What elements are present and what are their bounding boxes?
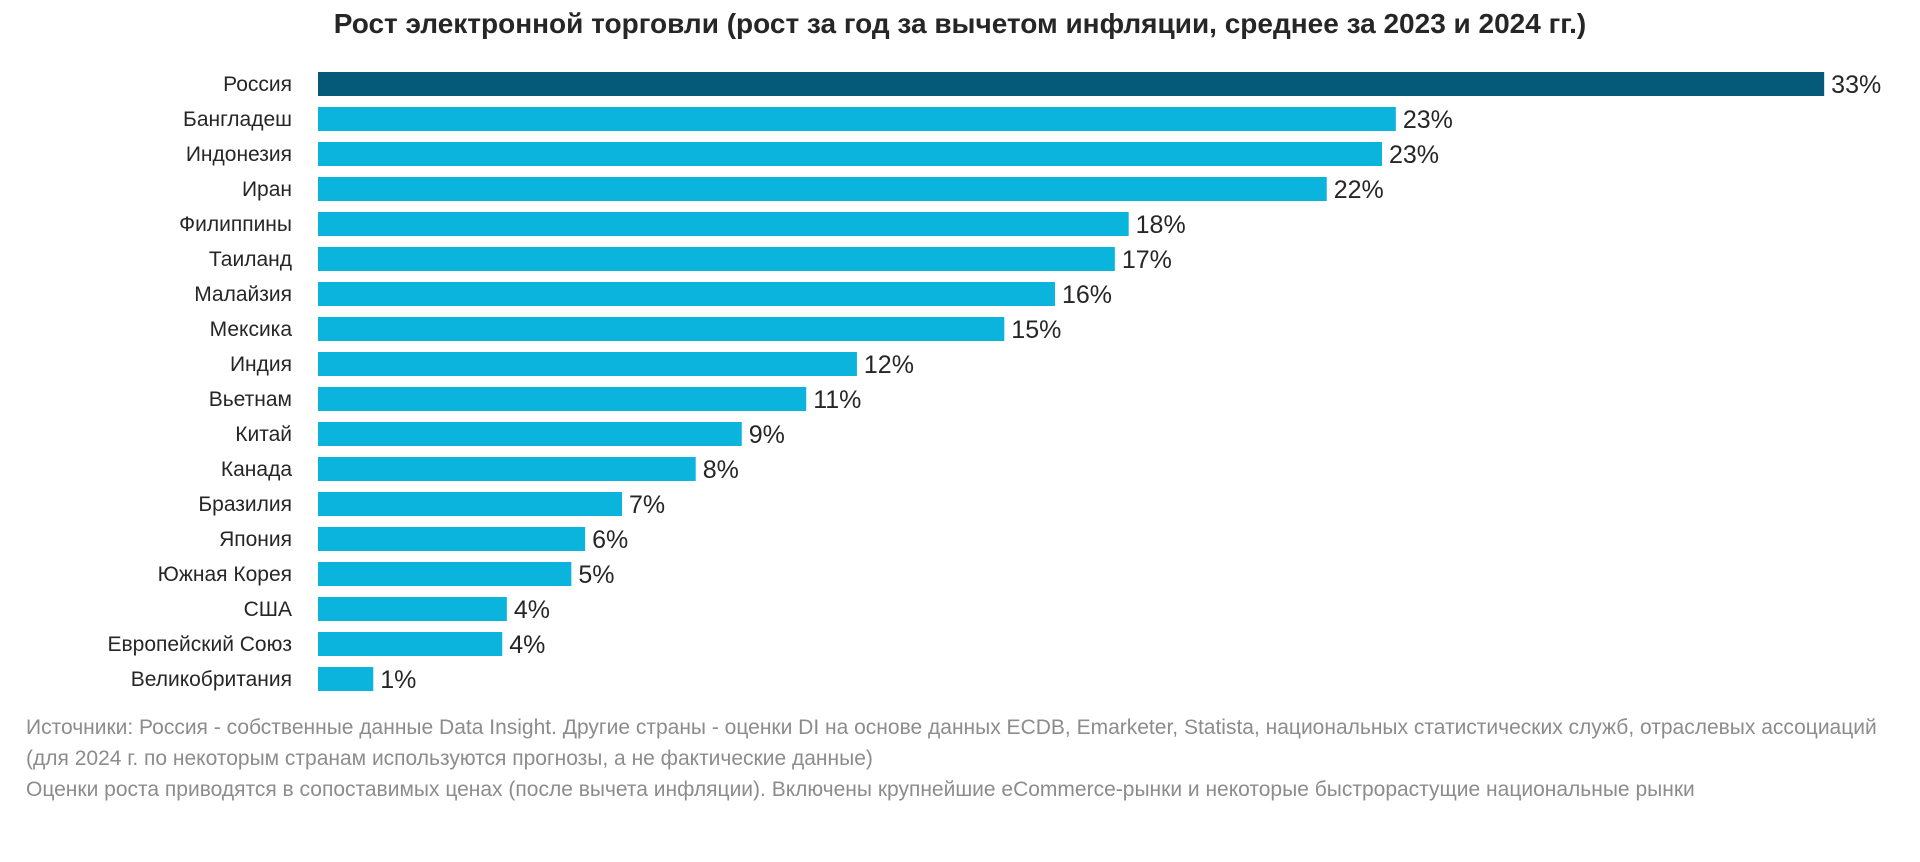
value-label: 5% <box>578 561 614 589</box>
value-label: 23% <box>1403 106 1453 134</box>
category-label: Филиппины <box>179 213 292 236</box>
bar <box>318 72 1825 96</box>
category-label: Таиланд <box>209 248 292 271</box>
category-label: Канада <box>221 458 292 481</box>
value-label: 7% <box>629 491 665 519</box>
source-notes: Источники: Россия - собственные данные D… <box>26 712 1896 805</box>
value-label: 12% <box>864 351 914 379</box>
category-label: Вьетнам <box>209 388 292 411</box>
value-label: 15% <box>1011 316 1061 344</box>
bar-chart: Россия 33% Бангладеш 23% Индонезия 23% Иран 22%… <box>107 71 1881 694</box>
category-label: Япония <box>219 528 292 551</box>
category-label: Малайзия <box>194 283 292 306</box>
bar <box>318 597 507 621</box>
category-label: Иран <box>242 178 292 201</box>
value-label: 4% <box>509 631 545 659</box>
value-label: 8% <box>703 456 739 484</box>
bar <box>318 492 622 516</box>
bar <box>318 457 696 481</box>
category-label: Индонезия <box>186 143 292 166</box>
source-note: Источники: Россия - собственные данные D… <box>26 716 1877 770</box>
category-label: Бангладеш <box>183 108 292 131</box>
category-label: Мексика <box>210 318 293 341</box>
category-label: Бразилия <box>198 493 292 516</box>
value-label: 22% <box>1334 176 1384 204</box>
bar <box>318 667 374 691</box>
bar <box>318 632 503 656</box>
value-label: 9% <box>749 421 785 449</box>
bar <box>318 527 586 551</box>
bar <box>318 562 572 586</box>
value-label: 4% <box>514 596 550 624</box>
bar <box>318 212 1129 236</box>
category-label: США <box>244 598 292 621</box>
value-label: 1% <box>380 666 416 694</box>
bar <box>318 422 742 446</box>
value-label: 16% <box>1062 281 1112 309</box>
value-label: 18% <box>1136 211 1186 239</box>
chart-title: Рост электронной торговли (рост за год з… <box>333 8 1587 39</box>
bar <box>318 247 1115 271</box>
bar <box>318 282 1055 306</box>
value-label: 33% <box>1831 71 1881 99</box>
value-label: 6% <box>592 526 628 554</box>
bar <box>318 107 1396 131</box>
bar <box>318 387 807 411</box>
value-label: 23% <box>1389 141 1439 169</box>
category-label: Великобритания <box>131 668 292 691</box>
value-label: 11% <box>813 386 861 414</box>
bar <box>318 317 1005 341</box>
category-label: Индия <box>230 353 292 376</box>
category-label: Китай <box>235 423 292 446</box>
category-label: Южная Корея <box>158 563 292 586</box>
value-label: 17% <box>1122 246 1172 274</box>
category-label: Европейский Союз <box>107 633 292 656</box>
bar <box>318 352 857 376</box>
bar <box>318 177 1327 201</box>
category-label: Россия <box>223 73 292 96</box>
bar <box>318 142 1382 166</box>
methodology-note: Оценки роста приводятся в сопоставимых ц… <box>26 778 1695 801</box>
